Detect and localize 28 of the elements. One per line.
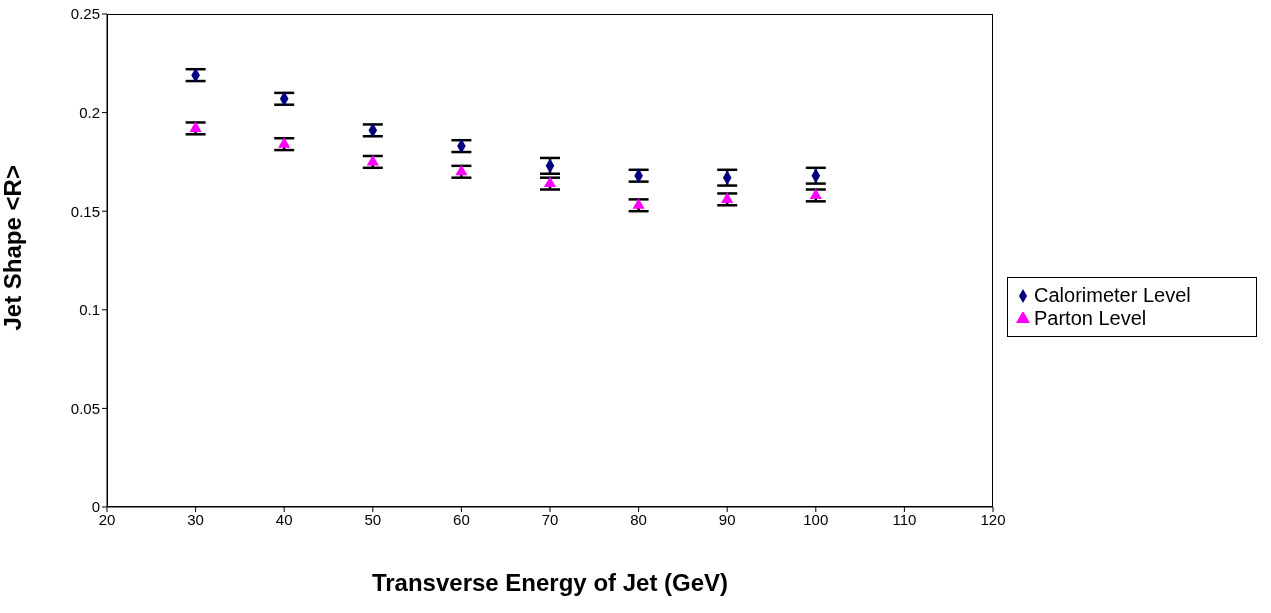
x-tick-label: 20	[98, 510, 116, 528]
y-tick-label: 0.2	[79, 103, 100, 121]
y-tick-label: 0.25	[70, 5, 100, 23]
x-tick-label: 100	[803, 510, 829, 528]
x-tick-label: 30	[187, 510, 204, 528]
point	[189, 121, 202, 132]
x-tick-label: 70	[541, 510, 559, 528]
x-tick-label: 90	[718, 510, 736, 528]
y-tick-label: 0.1	[79, 301, 100, 319]
x-tick-label: 60	[453, 510, 470, 528]
y-axis-title: Jet Shape <R>	[0, 165, 26, 331]
x-tick-label: 50	[364, 510, 382, 528]
y-tick-label: 0	[91, 498, 100, 516]
legend-label: Calorimeter Level	[1034, 283, 1191, 306]
x-tick-label: 110	[892, 510, 917, 528]
point	[809, 188, 822, 199]
legend-label: Parton Level	[1034, 306, 1147, 329]
point	[721, 192, 734, 203]
y-tick-label: 0.05	[70, 399, 100, 417]
x-tick-label: 80	[630, 510, 647, 528]
point	[455, 164, 468, 176]
x-axis-title: Transverse Energy of Jet (GeV)	[371, 569, 729, 596]
point	[366, 154, 379, 166]
point	[278, 137, 291, 148]
x-tick-label: 40	[275, 510, 293, 528]
x-tick-label: 120	[980, 510, 1006, 528]
point	[632, 198, 645, 209]
y-tick-label: 0.15	[70, 202, 100, 220]
